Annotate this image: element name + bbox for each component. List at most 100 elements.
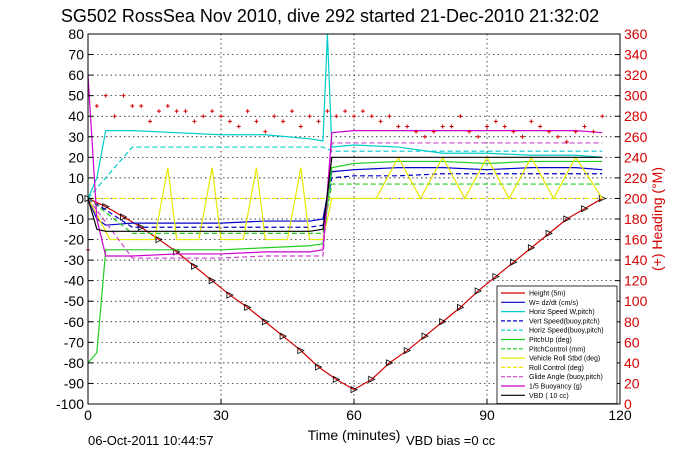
heading-point	[219, 114, 223, 119]
y-tick-label: -70	[64, 334, 84, 350]
height-marker	[545, 229, 553, 238]
legend-label-1: W= dz/dt (cm/s)	[529, 300, 578, 307]
height-marker	[350, 385, 358, 394]
height-marker	[386, 359, 394, 367]
height-marker	[102, 203, 110, 211]
heading-point	[422, 134, 427, 139]
y-right-tick-label: 20	[624, 375, 640, 391]
heading-point	[564, 139, 569, 144]
series-line-6	[87, 183, 603, 234]
series-layer	[84, 33, 607, 394]
heading-point	[485, 124, 489, 129]
legend-label-2: Horiz Speed W,pitch)	[529, 309, 595, 316]
axes: 0 30 60 90 12080706050403020100-10-20-30-40-…	[56, 26, 648, 423]
height-marker	[474, 287, 483, 295]
heading-point	[130, 103, 135, 108]
heading-point	[298, 124, 303, 129]
height-marker	[261, 318, 270, 326]
heading-point	[165, 103, 170, 108]
legend-label-6: PitchControl (mm)	[529, 346, 585, 353]
y-right-tick-label: 260	[624, 129, 648, 145]
height-marker	[598, 194, 607, 203]
height-marker	[332, 375, 341, 383]
height-marker	[279, 332, 287, 340]
height-marker	[368, 375, 376, 383]
heading-point	[449, 124, 454, 129]
chart-title: SG502 RossSea Nov 2010, dive 292 started…	[61, 6, 599, 26]
heading-point	[281, 119, 286, 124]
series-line-3	[87, 173, 603, 228]
height-marker	[208, 277, 217, 285]
heading-point	[440, 124, 445, 129]
series-line-4	[87, 146, 603, 199]
height-marker	[456, 303, 465, 312]
heading-point	[547, 129, 552, 134]
heading-point	[174, 109, 179, 114]
y-tick-label: -40	[64, 273, 84, 289]
heading-point	[387, 114, 392, 119]
y-tick-label: -90	[64, 375, 84, 391]
y-tick-label: 20	[68, 149, 84, 165]
height-marker	[527, 244, 536, 252]
y-right-tick-label: 40	[624, 355, 640, 371]
heading-point	[307, 114, 312, 119]
heading-point	[334, 114, 339, 119]
y-right-tick-label: 0	[624, 396, 632, 412]
height-marker	[297, 346, 305, 355]
timestamp-footer: 06-Oct-2011 10:44:57	[88, 433, 214, 448]
legend-label-3: Vert Speed(buoy,pitch)	[529, 318, 600, 325]
heading-point	[121, 93, 126, 98]
heading-point	[502, 124, 507, 129]
y-tick-label: 80	[68, 26, 84, 42]
height-marker	[421, 332, 429, 340]
heading-point	[476, 134, 481, 139]
y-tick-label: 10	[68, 170, 84, 186]
y-right-tick-label: 320	[624, 67, 648, 83]
y-right-tick-label: 200	[624, 190, 648, 206]
legend-label-7: Vehicle Roll Stbd (deg)	[529, 356, 600, 363]
legend: Height (5m) W= dz/dt (cm/s) Horiz Speed W,…	[496, 285, 618, 404]
heading-point	[369, 114, 374, 119]
y-tick-label: 50	[68, 88, 84, 104]
y-right-tick-label: 300	[624, 88, 648, 104]
height-marker	[439, 318, 447, 326]
y-right-tick-label: 100	[624, 293, 648, 309]
x-tick-label: 30	[213, 407, 229, 423]
y-right-tick-label: 360	[624, 26, 648, 42]
heading-point	[467, 129, 472, 134]
heading-point	[103, 93, 108, 98]
y-tick-label: 0	[76, 190, 84, 206]
heading-point	[511, 129, 516, 134]
y-right-tick-label: 120	[624, 273, 648, 289]
heading-point	[316, 119, 321, 124]
height-marker	[510, 258, 518, 266]
legend-label-4: Horiz Speed(buoy,pitch)	[529, 328, 604, 335]
heading-point	[378, 119, 383, 124]
y-tick-label: -80	[64, 355, 84, 371]
heading-point	[254, 119, 259, 124]
y-right-tick-label: 340	[624, 47, 648, 63]
heading-point	[360, 109, 365, 114]
y-right-tick-label: 280	[624, 108, 648, 124]
heading-point	[458, 114, 463, 119]
x-tick-label: 0	[84, 407, 92, 423]
heading-point	[236, 124, 241, 129]
heading-point	[529, 119, 534, 124]
y-right-tick-label: 80	[624, 314, 640, 330]
heading-point	[352, 114, 356, 119]
series-line-11	[87, 156, 603, 232]
heading-point	[431, 129, 436, 134]
y-tick-label: -50	[64, 293, 84, 309]
y-right-tick-label: 160	[624, 232, 648, 248]
heading-point	[591, 129, 596, 134]
x-tick-label: 60	[346, 407, 362, 423]
heading-point	[520, 134, 525, 139]
heading-point	[227, 119, 232, 124]
series-line-9	[87, 142, 603, 259]
y-right-tick-label: 60	[624, 334, 640, 350]
x-tick-label: 120	[608, 407, 632, 423]
series-line-10	[87, 75, 603, 257]
y-right-tick-label: 240	[624, 149, 648, 165]
heading-point	[343, 109, 348, 114]
